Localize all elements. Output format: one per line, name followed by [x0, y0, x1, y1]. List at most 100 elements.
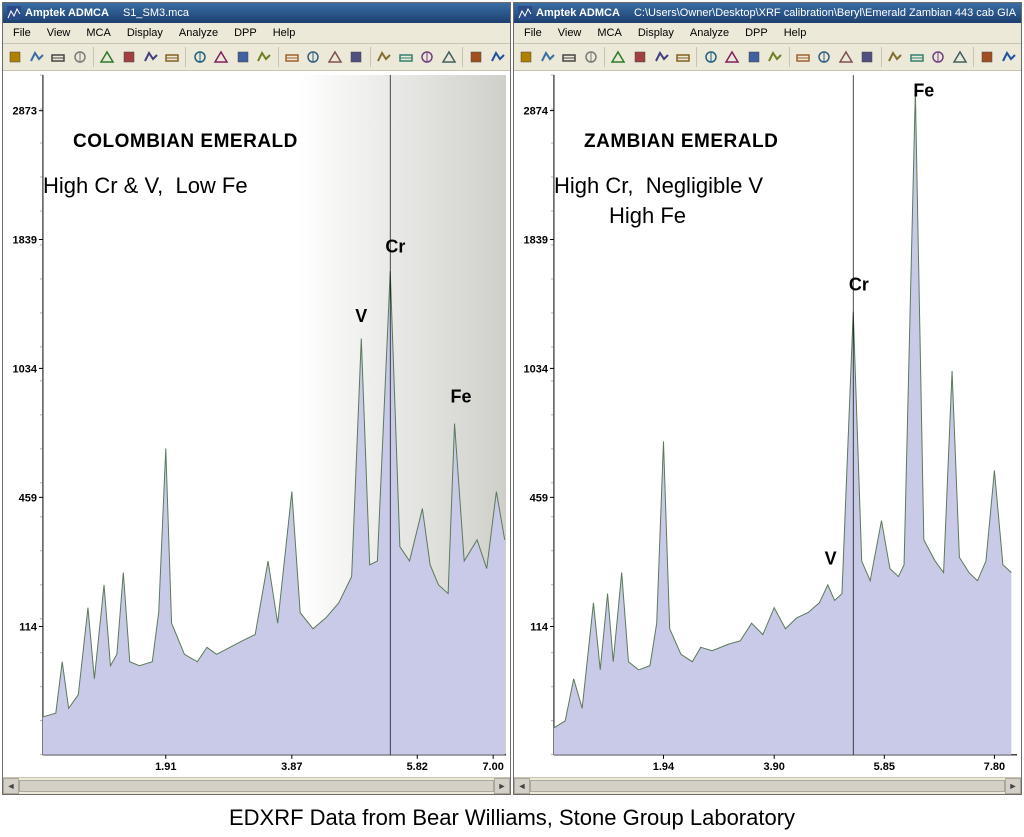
doc-title: S1_SM3.mca	[123, 7, 506, 19]
toolbar-button-14[interactable]	[325, 46, 346, 68]
peak-label-V: V	[825, 548, 837, 568]
toolbar-button-4[interactable]	[608, 46, 629, 68]
toolbar-button-9[interactable]	[211, 46, 232, 68]
x-tick-label: 3.90	[763, 761, 784, 773]
x-tick-label: 7.80	[984, 761, 1005, 773]
toolbar-button-3[interactable]	[581, 46, 602, 68]
menu-item-file[interactable]: File	[516, 25, 550, 41]
toolbar-button-1[interactable]	[27, 46, 48, 68]
app-icon	[518, 6, 532, 20]
toolbar-button-20[interactable]	[466, 46, 487, 68]
toolbar-button-15[interactable]	[346, 46, 367, 68]
toolbar-button-8[interactable]	[700, 46, 721, 68]
menu-item-analyze[interactable]: Analyze	[171, 25, 226, 41]
plot-area[interactable]: 114459103418392874 1.943.905.857.80 VCrF…	[514, 71, 1021, 777]
scroll-left-button[interactable]: ◄	[3, 778, 19, 794]
window-titlebar[interactable]: Amptek ADMCAS1_SM3.mca	[3, 3, 510, 23]
menu-item-display[interactable]: Display	[630, 25, 682, 41]
window-titlebar[interactable]: Amptek ADMCA C:\Users\Owner\Desktop\XRF c…	[514, 3, 1021, 23]
toolbar-button-12[interactable]	[282, 46, 303, 68]
toolbar-button-4[interactable]	[97, 46, 118, 68]
toolbar-button-13[interactable]	[303, 46, 324, 68]
toolbar-button-8[interactable]	[189, 46, 210, 68]
toolbar-button-18[interactable]	[417, 46, 438, 68]
toolbar-button-11[interactable]	[765, 46, 786, 68]
y-tick-label: 114	[530, 621, 549, 633]
menubar: FileViewMCADisplayAnalyzeDPPHelp	[3, 23, 510, 44]
toolbar-button-21[interactable]	[487, 46, 508, 68]
menu-item-file[interactable]: File	[5, 25, 39, 41]
toolbar-button-18[interactable]	[928, 46, 949, 68]
y-tick-label: 114	[19, 621, 38, 633]
toolbar-button-17[interactable]	[906, 46, 927, 68]
horizontal-scrollbar[interactable]: ◄ ►	[3, 777, 510, 794]
scroll-right-button[interactable]: ►	[1005, 778, 1021, 794]
toolbar-button-3[interactable]	[70, 46, 91, 68]
y-tick-label: 2873	[13, 106, 37, 118]
toolbar-button-17[interactable]	[395, 46, 416, 68]
menu-item-display[interactable]: Display	[119, 25, 171, 41]
toolbar-button-6[interactable]	[651, 46, 672, 68]
toolbar-button-16[interactable]	[374, 46, 395, 68]
toolbar-button-11[interactable]	[254, 46, 275, 68]
menu-item-view[interactable]: View	[550, 25, 590, 41]
toolbar-separator	[604, 47, 605, 67]
doc-title: C:\Users\Owner\Desktop\XRF calibration\B…	[634, 7, 1017, 19]
toolbar-button-2[interactable]	[48, 46, 69, 68]
y-tick-label: 459	[530, 492, 548, 504]
toolbar-button-5[interactable]	[119, 46, 140, 68]
app-title: Amptek ADMCA	[536, 7, 620, 19]
toolbar-button-6[interactable]	[140, 46, 161, 68]
toolbar-button-15[interactable]	[857, 46, 878, 68]
toolbar-button-0[interactable]	[516, 46, 537, 68]
window-0: Amptek ADMCAS1_SM3.mcaFileViewMCADisplay…	[2, 2, 511, 795]
horizontal-scrollbar[interactable]: ◄ ►	[514, 777, 1021, 794]
peak-label-Cr: Cr	[385, 237, 405, 257]
menu-item-help[interactable]: Help	[776, 25, 815, 41]
scroll-left-button[interactable]: ◄	[514, 778, 530, 794]
toolbar-button-9[interactable]	[722, 46, 743, 68]
menu-item-view[interactable]: View	[39, 25, 79, 41]
menu-item-dpp[interactable]: DPP	[737, 25, 776, 41]
toolbar-button-7[interactable]	[162, 46, 183, 68]
toolbar-button-19[interactable]	[438, 46, 459, 68]
y-tick-label: 459	[19, 492, 37, 504]
x-tick-label: 1.94	[653, 761, 675, 773]
toolbar	[3, 44, 510, 71]
menu-item-mca[interactable]: MCA	[589, 25, 629, 41]
toolbar-button-0[interactable]	[5, 46, 26, 68]
panels-row: Amptek ADMCAS1_SM3.mcaFileViewMCADisplay…	[0, 0, 1024, 795]
toolbar-button-10[interactable]	[232, 46, 253, 68]
y-tick-label: 2874	[524, 106, 549, 118]
toolbar-button-5[interactable]	[630, 46, 651, 68]
scroll-thumb[interactable]	[19, 780, 494, 792]
menu-item-analyze[interactable]: Analyze	[682, 25, 737, 41]
scroll-right-button[interactable]: ►	[494, 778, 510, 794]
x-tick-label: 1.91	[155, 761, 176, 773]
menu-item-mca[interactable]: MCA	[78, 25, 118, 41]
toolbar-separator	[973, 47, 974, 67]
menu-item-dpp[interactable]: DPP	[226, 25, 265, 41]
toolbar-separator	[93, 47, 94, 67]
toolbar-button-13[interactable]	[814, 46, 835, 68]
toolbar-button-21[interactable]	[998, 46, 1019, 68]
menu-item-help[interactable]: Help	[265, 25, 304, 41]
peak-label-Cr: Cr	[849, 275, 869, 295]
toolbar-button-20[interactable]	[977, 46, 998, 68]
plot-area[interactable]: 114459103418392873 1.913.875.827.00 VCrF…	[3, 71, 510, 777]
toolbar-button-12[interactable]	[793, 46, 814, 68]
toolbar-separator	[881, 47, 882, 67]
toolbar-button-16[interactable]	[885, 46, 906, 68]
toolbar-button-2[interactable]	[559, 46, 580, 68]
toolbar-button-14[interactable]	[836, 46, 857, 68]
x-tick-label: 7.00	[482, 761, 503, 773]
window-1: Amptek ADMCA C:\Users\Owner\Desktop\XRF c…	[513, 2, 1022, 795]
scroll-thumb[interactable]	[530, 780, 1005, 792]
toolbar-button-1[interactable]	[538, 46, 559, 68]
x-tick-label: 5.82	[407, 761, 428, 773]
y-tick-label: 1839	[13, 234, 37, 246]
toolbar-button-7[interactable]	[673, 46, 694, 68]
toolbar-separator	[789, 47, 790, 67]
toolbar-button-19[interactable]	[949, 46, 970, 68]
toolbar-button-10[interactable]	[743, 46, 764, 68]
